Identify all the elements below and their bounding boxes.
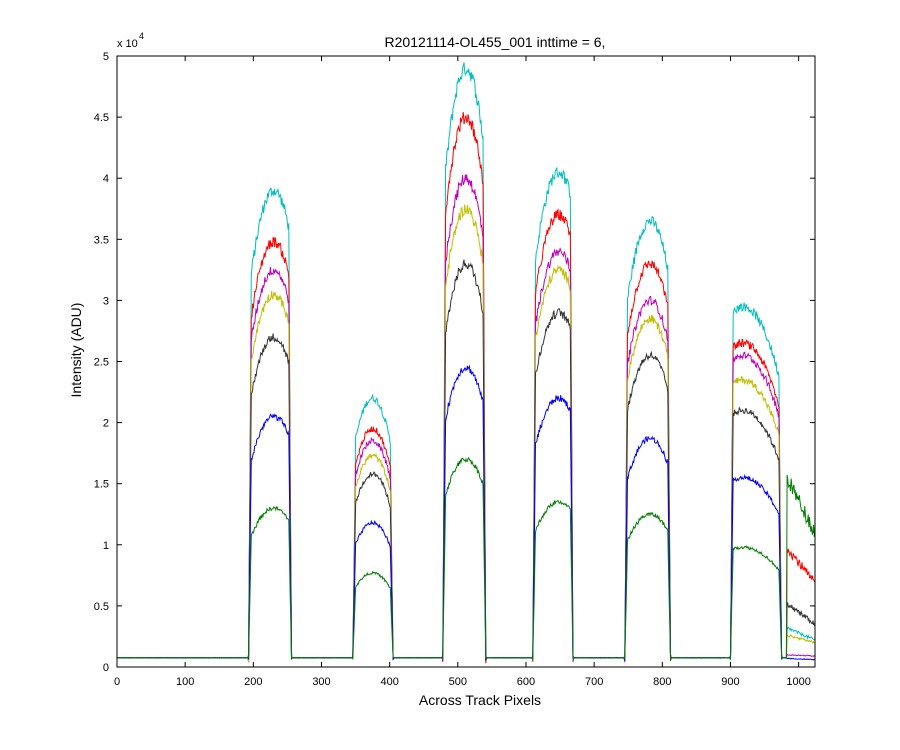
x-tick-label: 100 (176, 676, 194, 688)
y-tick-label: 0 (103, 662, 109, 674)
x-tick-label: 200 (244, 676, 262, 688)
plot-area (117, 56, 815, 667)
x-tick-label: 900 (721, 676, 739, 688)
y-tick-label: 2 (103, 418, 109, 430)
y-tick-label: 1 (103, 540, 109, 552)
series-line (116, 456, 816, 661)
series-layer (116, 62, 816, 664)
x-tick-label: 500 (449, 676, 467, 688)
y-exponent-power: 4 (139, 31, 144, 41)
x-tick-label: 1000 (786, 676, 810, 688)
y-tick-label: 3.5 (94, 234, 109, 246)
y-tick-label: 4.5 (94, 112, 109, 124)
y-tick-label: 2.5 (94, 357, 109, 369)
y-exponent-base: x 10 (117, 38, 138, 50)
y-tick-label: 5 (103, 51, 109, 63)
ticks-layer: 0 100 200 300 400 500 600 700 800 900 1000 0 0.5 1 1.5… (94, 51, 815, 688)
y-tick-label: 0.5 (94, 601, 109, 613)
x-tick-label: 600 (517, 676, 535, 688)
x-tick-label: 400 (380, 676, 398, 688)
x-tick-label: 0 (114, 676, 120, 688)
x-tick-label: 300 (312, 676, 330, 688)
y-tick-label: 3 (103, 295, 109, 307)
y-tick-label: 4 (103, 173, 109, 185)
y-tick-label: 1.5 (94, 479, 109, 491)
x-axis-label: Across Track Pixels (419, 692, 541, 708)
y-axis-label: Intensity (ADU) (68, 303, 84, 398)
x-tick-label: 700 (585, 676, 603, 688)
chart-title: R20121114-OL455_001 inttime = 6, (385, 34, 606, 50)
x-tick-label: 800 (653, 676, 671, 688)
